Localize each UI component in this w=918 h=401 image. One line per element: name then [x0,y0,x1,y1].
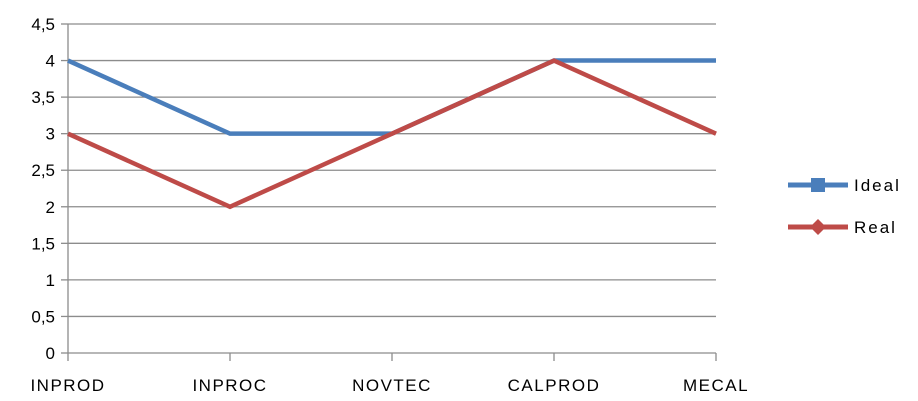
y-axis-ticks: 0 0,5 1 1,5 2 2,5 3 3,5 4 4,5 [31,15,68,363]
y-tick-label: 2 [46,198,55,217]
legend-item-real: Real [788,218,897,237]
x-tick-label: INPROD [30,376,105,395]
legend-label: Real [854,218,897,237]
y-tick-label: 1,5 [31,234,55,253]
legend-marker-square [811,178,825,192]
gridlines [68,23,716,318]
y-tick-label: 3 [46,125,55,144]
legend: Ideal Real [788,176,901,237]
y-tick-label: 1 [46,271,55,290]
y-tick-label: 4 [46,52,55,71]
x-tick-label: CALPROD [508,376,601,395]
y-tick-label: 3,5 [31,88,55,107]
x-tick-label: MECAL [683,376,749,395]
y-tick-label: 0 [46,344,55,363]
legend-label: Ideal [854,176,901,195]
series-layer [67,58,717,210]
x-tick-label: NOVTEC [352,376,432,395]
y-tick-label: 4,5 [31,15,55,34]
x-tick-label: INPROC [192,376,267,395]
legend-item-ideal: Ideal [788,176,901,195]
y-tick-label: 2,5 [31,161,55,180]
y-tick-label: 0,5 [31,307,55,326]
legend-marker-diamond [810,219,826,235]
x-axis-ticks: INPROD INPROC NOVTEC CALPROD MECAL [30,353,749,395]
